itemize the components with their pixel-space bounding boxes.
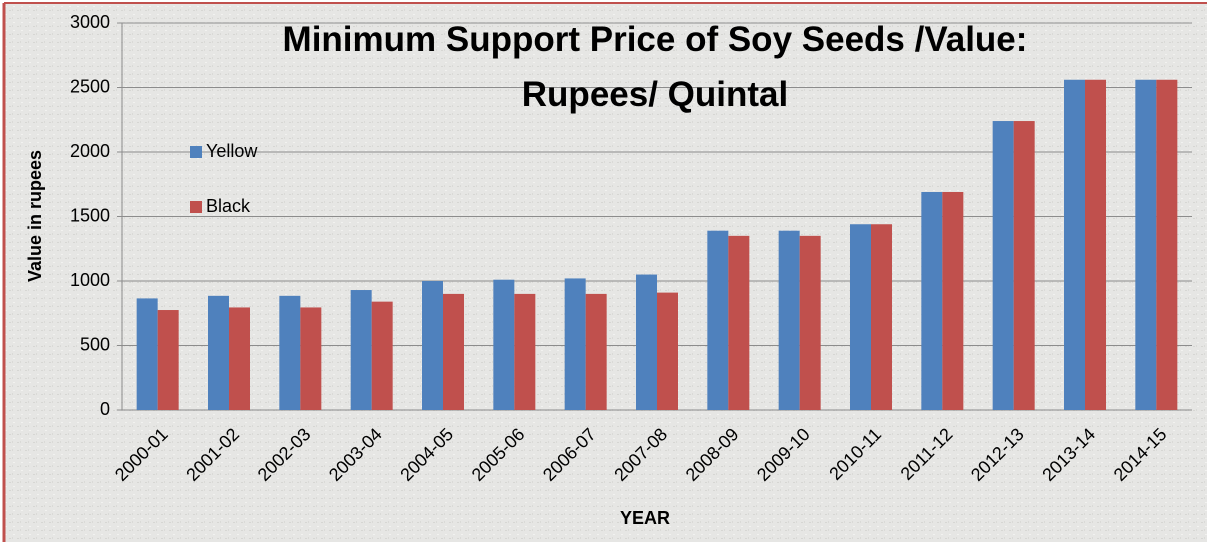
bar [208,295,229,410]
y-tick-label: 500 [80,334,110,354]
bar [585,293,607,410]
legend-label: Black [206,196,251,216]
bar [799,235,821,410]
bar [657,292,678,410]
y-tick-label: 1000 [70,270,110,290]
bar [871,224,892,410]
bar [1135,79,1157,410]
bar [778,230,800,410]
y-axis-label: Value in rupees [25,150,45,282]
legend-label: Yellow [206,141,258,161]
bar [493,279,515,410]
y-tick-label: 2000 [70,141,110,161]
y-tick-label: 1500 [70,205,110,225]
bar [1156,79,1178,410]
bar [636,274,657,410]
bar [300,307,322,410]
bar [229,307,250,410]
bar [279,295,301,410]
bar [443,293,464,410]
legend-swatch [190,201,202,213]
bar [157,310,179,410]
chart-title: Minimum Support Price of Soy Seeds /Valu… [282,20,1028,114]
bar [136,298,158,410]
bar [728,235,750,410]
x-axis-label: YEAR [620,508,670,528]
legend-swatch [190,146,202,158]
bar [514,293,536,410]
bar [350,290,372,410]
bar [992,121,1014,410]
bar [921,191,943,410]
bar [1085,79,1106,410]
y-tick-label: 3000 [70,12,110,32]
bar [422,281,443,410]
bar [371,301,393,410]
bar [564,278,586,410]
bar [850,224,871,410]
y-tick-label: 0 [100,399,110,419]
bar [707,230,729,410]
bar [942,191,964,410]
bar [1064,79,1085,410]
y-tick-label: 2500 [70,76,110,96]
bar [1013,121,1035,410]
